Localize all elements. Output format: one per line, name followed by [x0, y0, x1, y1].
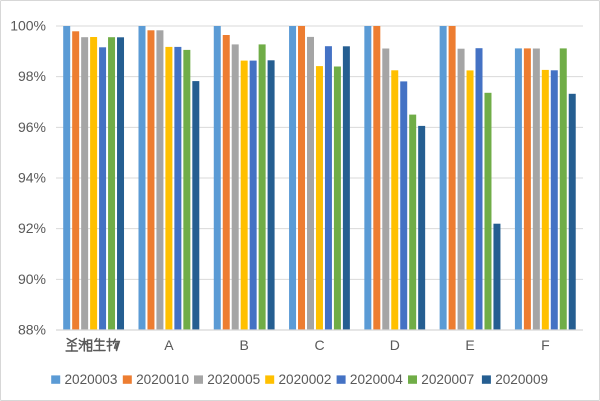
svg-text:2020009: 2020009: [495, 372, 548, 387]
svg-text:2020004: 2020004: [350, 372, 403, 387]
svg-text:88%: 88%: [18, 322, 46, 338]
svg-text:2020005: 2020005: [207, 372, 260, 387]
svg-text:B: B: [240, 337, 249, 353]
svg-text:100%: 100%: [10, 18, 46, 34]
svg-text:C: C: [314, 337, 324, 353]
svg-text:2020010: 2020010: [136, 372, 189, 387]
svg-text:90%: 90%: [18, 271, 46, 287]
svg-text:D: D: [390, 337, 400, 353]
svg-text:F: F: [541, 337, 550, 353]
svg-text:2020002: 2020002: [279, 372, 332, 387]
svg-text:96%: 96%: [18, 119, 46, 135]
svg-text:E: E: [465, 337, 474, 353]
svg-text:2020007: 2020007: [421, 372, 474, 387]
svg-text:92%: 92%: [18, 220, 46, 236]
svg-text:98%: 98%: [18, 68, 46, 84]
svg-text:A: A: [164, 337, 174, 353]
svg-text:94%: 94%: [18, 170, 46, 186]
svg-text:2020003: 2020003: [65, 372, 118, 387]
